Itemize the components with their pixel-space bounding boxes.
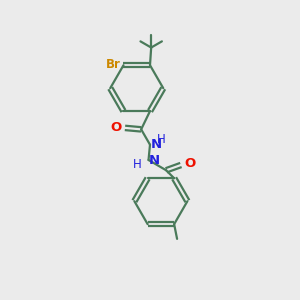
Text: H: H — [133, 158, 142, 171]
Text: N: N — [151, 138, 162, 151]
Text: H: H — [157, 134, 166, 146]
Text: Br: Br — [106, 58, 121, 71]
Text: N: N — [149, 154, 160, 167]
Text: O: O — [110, 121, 122, 134]
Text: O: O — [184, 157, 195, 170]
